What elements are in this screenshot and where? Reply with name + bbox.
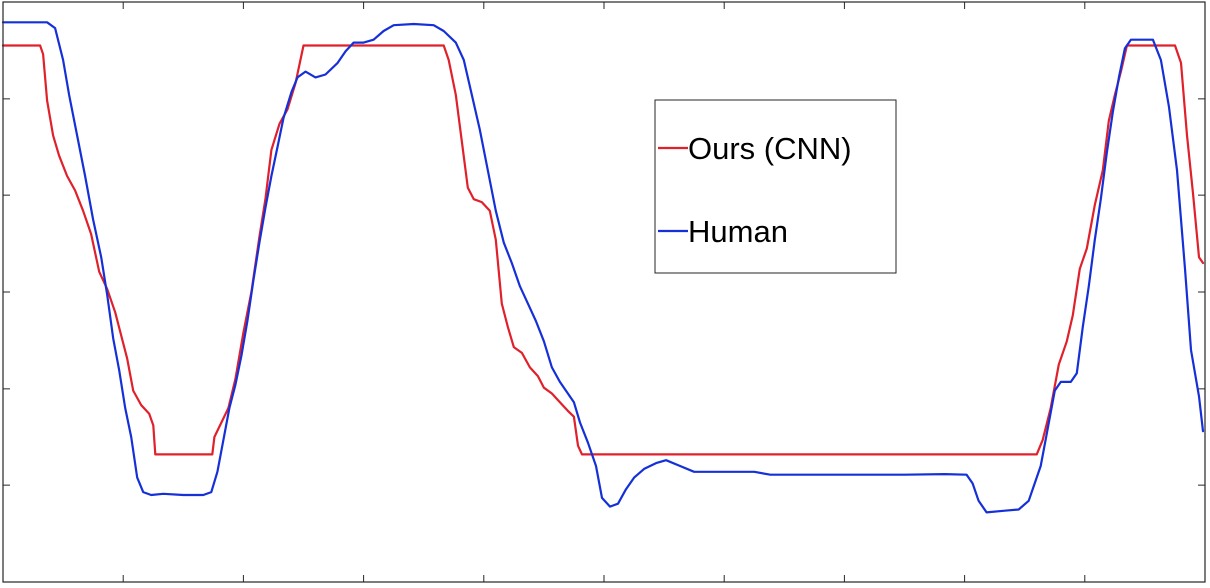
series-line-ours-cnn (1, 44, 1205, 456)
legend-label-human: Human (688, 214, 788, 249)
series-line-human (1, 21, 1205, 514)
legend-box (654, 99, 897, 274)
series-layer (1, 21, 1205, 514)
legend-label-ours-cnn: Ours (CNN) (688, 131, 852, 166)
legend: Ours (CNN) Human (654, 99, 897, 274)
